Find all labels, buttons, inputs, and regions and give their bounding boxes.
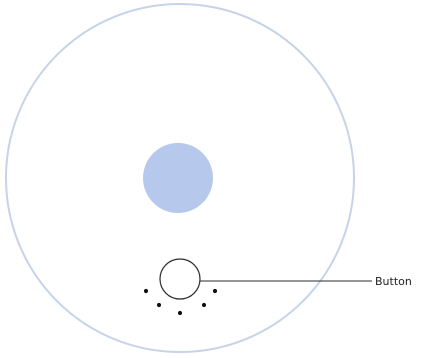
device-button[interactable] — [159, 258, 201, 300]
device-outer-ring — [5, 3, 355, 353]
center-disc — [143, 143, 213, 213]
indicator-dot — [177, 310, 183, 316]
indicator-dot — [212, 288, 218, 294]
indicator-dot — [143, 288, 149, 294]
indicator-dots — [143, 288, 218, 316]
indicator-dot — [156, 302, 162, 308]
indicator-dot — [201, 302, 207, 308]
button-callout-label: Button — [375, 275, 412, 288]
